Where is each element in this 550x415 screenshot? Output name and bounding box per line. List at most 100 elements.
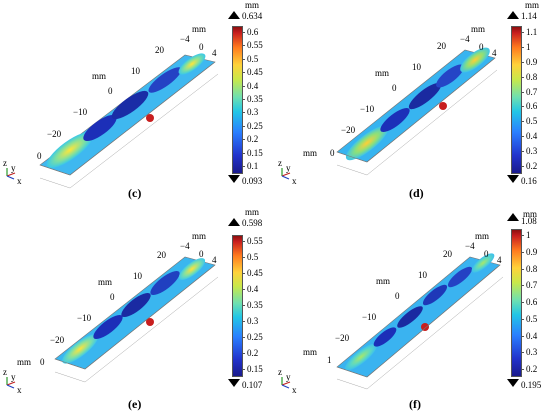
- colorbar-tickmark: [521, 76, 524, 78]
- caption-f: (f): [409, 397, 421, 411]
- colorbar-tick-label: 0.2: [526, 161, 538, 171]
- colorbar: [232, 235, 243, 377]
- colorbar-tick-label: 1: [526, 41, 531, 52]
- colorbar-tickmark: [242, 369, 245, 370]
- colorbar-tickmark: [521, 285, 524, 287]
- colorbar-min: 0.195: [521, 380, 542, 390]
- caption-e: (e): [128, 397, 142, 411]
- colorbar-max: 0.634: [242, 11, 263, 21]
- axis-val-y-3: 0: [110, 292, 115, 302]
- axis-val-top-2: 0: [484, 249, 489, 259]
- colorbar: [232, 26, 243, 174]
- colorbar-max: 0.598: [242, 218, 263, 228]
- colorbar-tick-label: 0.25: [247, 332, 263, 342]
- axis-val-top-2: 0: [479, 42, 484, 52]
- colorbar-tick-label: 0.3: [526, 146, 538, 157]
- colorbar-tickmark: [521, 136, 524, 138]
- axis-val-top-1: −4: [460, 34, 470, 44]
- colorbar-tick-label: 0.4: [526, 330, 538, 341]
- axis-val-y-6: 0: [40, 357, 45, 367]
- colorbar-tick-label: 0.5: [526, 313, 538, 324]
- colorbar-tickmark: [521, 318, 524, 320]
- triad-y: y: [286, 163, 291, 173]
- max-marker-icon: [507, 213, 519, 221]
- axis-val-top-1: −4: [465, 241, 475, 251]
- min-marker-icon: [507, 175, 519, 183]
- axis-val-top-3: 4: [212, 48, 217, 58]
- colorbar-tick-label: 0.4: [247, 284, 259, 294]
- caption-c: (c): [128, 186, 142, 200]
- colorbar-tickmark: [521, 251, 524, 253]
- colorbar-tick-label: 0.25: [247, 120, 263, 131]
- triad-x: x: [292, 385, 297, 395]
- axis-unit-y: mm: [376, 276, 391, 286]
- axis-val-y-2: 10: [131, 66, 140, 76]
- axis-val-y-4: −10: [77, 313, 92, 323]
- colorbar-tick-label: 0.1: [247, 161, 259, 171]
- colorbar-tick-label: 1.1: [526, 27, 538, 37]
- colorbar-tick-label: 0.2: [526, 364, 538, 374]
- colorbar-tickmark: [521, 61, 524, 63]
- triad-icon: [6, 168, 16, 180]
- axis-val-y-5: −20: [47, 129, 62, 139]
- triad-x: x: [292, 176, 297, 186]
- axis-val-y-1: 20: [157, 250, 166, 260]
- colorbar-tick-label: 0.8: [526, 263, 538, 274]
- triad-z: z: [3, 158, 7, 168]
- axis-val-y-6: 1: [327, 355, 332, 365]
- axis-unit-left: mm: [17, 357, 32, 367]
- triad-icon: [281, 377, 291, 389]
- colorbar-tickmark: [242, 58, 245, 60]
- panel-d: −4 0 4 mm 20 10 mm 0 −10 −20 0 mm z y x …: [275, 0, 550, 207]
- colorbar-tickmark: [242, 85, 245, 87]
- colorbar-tickmark: [521, 151, 524, 153]
- axis-val-y-3: 0: [392, 83, 397, 93]
- colorbar-tickmark: [521, 106, 524, 108]
- surface-plot-f: [336, 253, 504, 390]
- axis-val-y-2: 10: [133, 271, 142, 281]
- axis-unit-y: mm: [92, 71, 107, 81]
- colorbar-tickmark: [521, 335, 524, 337]
- colorbar-tick-label: 0.3: [526, 347, 538, 358]
- axis-val-y-3: 0: [395, 291, 400, 301]
- colorbar-tickmark: [242, 337, 245, 338]
- colorbar-tickmark: [242, 321, 245, 322]
- axis-val-top-3: 4: [212, 255, 217, 265]
- axis-val-y-5: −20: [335, 333, 350, 343]
- axis-unit-y: mm: [98, 277, 113, 287]
- colorbar-tick-label: 0.7: [526, 280, 538, 291]
- colorbar-tickmark: [521, 46, 524, 48]
- axis-val-y-1: 20: [155, 45, 164, 55]
- colorbar-tickmark: [242, 45, 245, 47]
- colorbar-max: 1.14: [521, 11, 537, 21]
- colorbar-unit: mm: [523, 209, 538, 219]
- axis-val-y-4: −10: [362, 312, 377, 322]
- surface-plot-c: [39, 53, 219, 189]
- colorbar-tick-label: 0.15: [247, 364, 263, 374]
- triad-z: z: [278, 158, 282, 168]
- colorbar-tickmark: [521, 121, 524, 123]
- colorbar-tick-label: 0.15: [247, 147, 263, 158]
- colorbar-tickmark: [242, 99, 245, 100]
- colorbar-tick-label: 0.6: [526, 101, 538, 112]
- axis-unit-top: mm: [475, 231, 490, 241]
- colorbar-tick-label: 0.6: [247, 27, 259, 37]
- axis-val-top-3: 4: [497, 255, 502, 265]
- colorbar-tickmark: [242, 353, 245, 354]
- colorbar-min: 0.16: [521, 176, 537, 186]
- colorbar-tickmark: [521, 91, 524, 93]
- colorbar-tickmark: [521, 369, 524, 370]
- colorbar-tick-label: 0.5: [247, 53, 259, 64]
- colorbar-tickmark: [521, 235, 524, 236]
- colorbar-tick-label: 0.5: [247, 252, 259, 262]
- colorbar-tickmark: [521, 166, 524, 167]
- colorbar-tick-label: 0.45: [247, 268, 263, 278]
- colorbar-min: 0.093: [242, 176, 263, 186]
- max-marker-icon: [507, 11, 519, 19]
- axis-unit-left: mm: [303, 148, 318, 158]
- axis-val-top-1: −4: [180, 241, 190, 251]
- triad-y: y: [11, 163, 16, 173]
- colorbar-unit: mm: [525, 0, 540, 10]
- colorbar-tick-label: 0.6: [526, 297, 538, 307]
- max-marker-icon: [228, 218, 240, 226]
